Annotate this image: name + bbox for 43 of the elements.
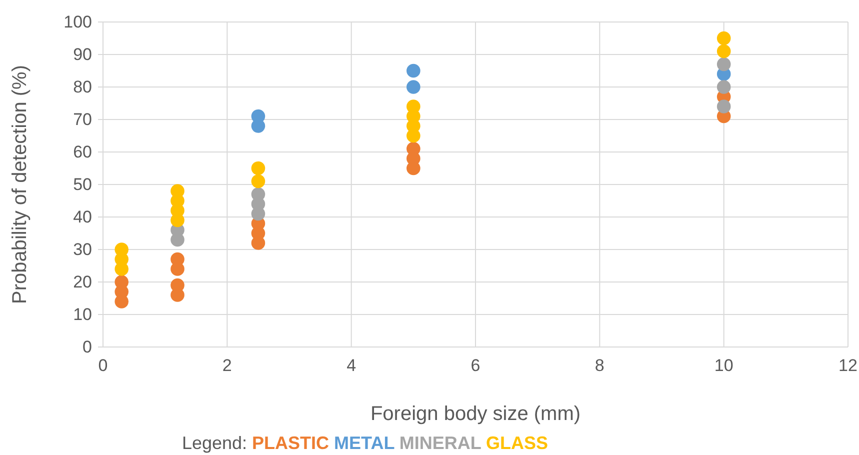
point — [251, 161, 266, 176]
x-tick-label: 4 — [346, 356, 356, 376]
point — [114, 242, 129, 256]
y-tick-label: 80 — [73, 77, 92, 96]
point — [716, 80, 731, 94]
x-tick-label: 2 — [222, 356, 232, 376]
point — [406, 100, 420, 114]
x-tick-label: 12 — [838, 356, 858, 376]
y-tick-label: 40 — [73, 207, 92, 226]
y-tick-label: 10 — [73, 304, 92, 324]
point — [170, 184, 184, 198]
text: METAL — [329, 433, 395, 453]
y-axis-title: Probability of detection (%) — [9, 64, 31, 304]
point — [251, 109, 266, 124]
x-tick-label: 10 — [714, 356, 734, 376]
text: GLASS — [481, 433, 548, 453]
y-tick-label: 0 — [82, 337, 92, 356]
point — [251, 174, 266, 188]
point — [251, 187, 266, 202]
y-tick-label: 50 — [73, 174, 92, 194]
point — [114, 275, 129, 289]
y-tick-label: 30 — [73, 240, 92, 259]
point — [716, 44, 731, 58]
x-axis-title: Foreign body size (mm) — [370, 403, 581, 425]
point — [406, 142, 420, 156]
point — [716, 57, 731, 72]
y-tick-label: 100 — [64, 12, 92, 32]
point — [170, 278, 184, 292]
x-tick-label: 6 — [470, 356, 480, 376]
point — [406, 80, 420, 94]
y-tick-label: 20 — [73, 272, 92, 292]
y-tick-label: 90 — [73, 44, 92, 64]
text: MINERAL — [394, 433, 482, 453]
point — [170, 252, 184, 266]
point — [406, 64, 420, 78]
x-tick-label: 8 — [594, 356, 604, 376]
point — [716, 31, 731, 46]
legend-title: Legend: — [182, 433, 252, 453]
y-tick-label: 60 — [73, 142, 92, 162]
x-tick-label: 0 — [98, 356, 108, 376]
text: PLASTIC — [252, 433, 330, 453]
y-tick-label: 70 — [73, 110, 92, 129]
point — [716, 100, 731, 114]
